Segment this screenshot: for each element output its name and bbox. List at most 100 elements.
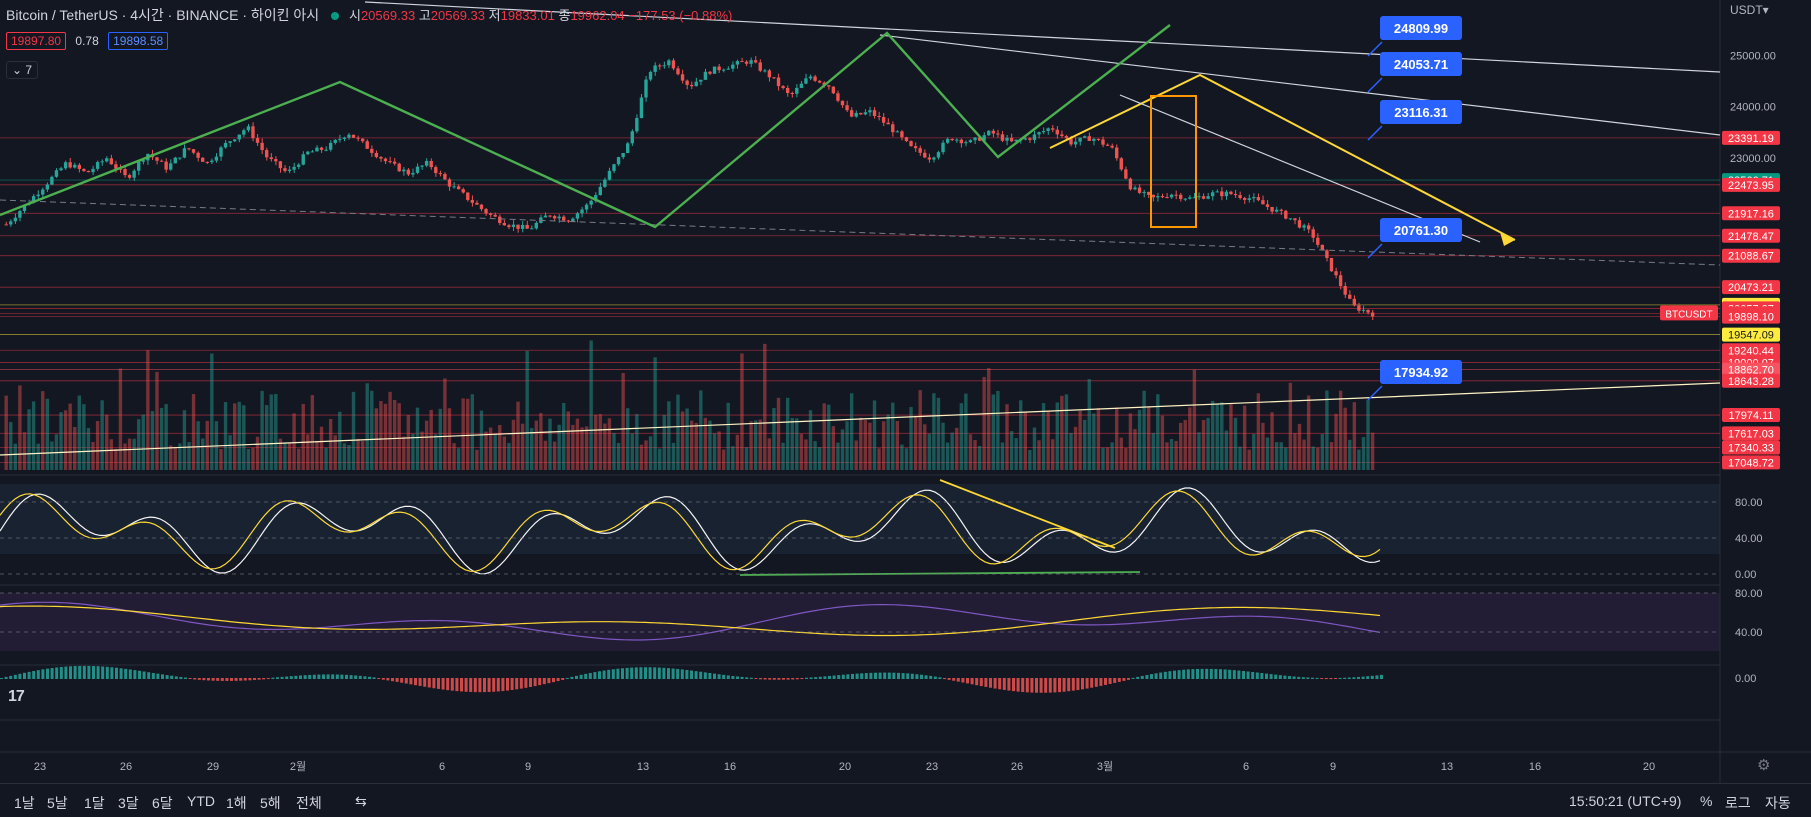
auto-toggle[interactable]: 자동 (1765, 795, 1791, 811)
trendline-upper[interactable] (364, 1, 1721, 73)
candle-body (1046, 128, 1050, 132)
candle-body (360, 138, 365, 142)
candle-body (488, 213, 493, 215)
volume-bar (552, 441, 557, 470)
candle-body (900, 131, 904, 138)
tf-3m[interactable]: 3달 (118, 795, 139, 811)
volume-bar (274, 393, 278, 470)
buy-button[interactable]: 19898.58 (108, 32, 169, 50)
macd-histogram-bar (805, 677, 808, 679)
volume-bar (1174, 440, 1178, 470)
volume-bar (379, 401, 383, 470)
candle-body (1023, 138, 1027, 140)
green-zigzag[interactable] (0, 24, 1171, 229)
rsi-band (0, 593, 1720, 651)
price-callouts[interactable]: 24809.99 24053.71 23116.31 20761.30 17934.92 (1367, 16, 1462, 401)
tf-1y[interactable]: 1해 (226, 795, 247, 811)
tf-1d[interactable]: 1날 (14, 795, 35, 811)
indicators-collapse-button[interactable]: ⌄ 7 (6, 61, 39, 79)
macd-histogram-bar (1177, 670, 1181, 679)
candle-body (831, 86, 836, 94)
tf-6m[interactable]: 6달 (152, 795, 173, 811)
time-tick-label: 16 (1529, 761, 1541, 773)
tf-all[interactable]: 전체 (296, 795, 322, 811)
bid-ask-row[interactable]: 19897.80 0.78 19898.58 (6, 32, 169, 50)
currency-unit-selector[interactable]: USDT▾ (1730, 3, 1769, 17)
volume-bar (13, 443, 18, 470)
yellow-projection[interactable] (1049, 73, 1516, 241)
orange-box[interactable] (1150, 95, 1197, 228)
volume-bar (420, 431, 424, 470)
dashed-support-line[interactable] (0, 199, 1721, 266)
volume-bar (68, 403, 72, 470)
macd-histogram-bar (1352, 677, 1356, 679)
sell-button[interactable]: 19897.80 (6, 32, 67, 50)
caret-down-icon: ▾ (1762, 3, 1769, 17)
log-toggle[interactable]: 로그 (1725, 795, 1751, 811)
candle-body (1183, 198, 1187, 200)
candle-body (758, 62, 762, 71)
candle-body (872, 110, 877, 116)
trendline-volume[interactable] (0, 382, 1721, 456)
candle-body (785, 88, 790, 94)
candle-body (1247, 198, 1251, 200)
price-level-label: 20473.21 (1728, 282, 1774, 294)
candle-body (1297, 220, 1302, 228)
time-tick-label: 20 (839, 761, 851, 773)
macd-histogram-bar (446, 678, 450, 691)
macd-histogram-bar (1071, 678, 1075, 691)
volume-bar (566, 411, 570, 470)
candle-body (1078, 137, 1082, 142)
volume-bar (594, 414, 598, 470)
macd-histogram-bar (634, 667, 638, 679)
price-level-label: 21088.67 (1728, 251, 1774, 263)
macd-histogram-bar (924, 675, 928, 679)
tf-5d[interactable]: 5날 (47, 795, 68, 811)
price-level-tag (1722, 309, 1780, 324)
tf-ytd[interactable]: YTD (187, 793, 215, 809)
date-range-icon[interactable]: ⇆ (355, 793, 367, 809)
callout-box (1380, 360, 1462, 384)
tf-5y[interactable]: 5해 (260, 795, 281, 811)
time-tick-label: 29 (207, 761, 219, 773)
candle-body (557, 216, 561, 219)
candle-body (584, 204, 589, 210)
macd-histogram-bar (331, 674, 335, 679)
gear-icon[interactable]: ⚙ (1757, 757, 1771, 774)
candle-body (18, 211, 22, 218)
percent-toggle[interactable]: % (1700, 793, 1713, 809)
volume-bar (137, 419, 141, 470)
price-axis[interactable]: 23391.1922566.7122473.9521917.1621478.47… (1660, 51, 1780, 470)
volume-bar (909, 407, 913, 470)
candle-body (77, 164, 81, 169)
volume-bar (607, 418, 612, 470)
callout-leader (1367, 125, 1383, 141)
macd-histogram-bar (41, 669, 45, 679)
candle-body (31, 196, 36, 203)
candle-body (278, 161, 283, 169)
macd-histogram-bar (763, 678, 767, 680)
clock[interactable]: 15:50:21 (UTC+9) (1569, 793, 1682, 809)
white-trend[interactable] (1119, 94, 1481, 243)
volume-bar (1293, 433, 1297, 470)
symbol-title[interactable]: Bitcoin / TetherUS · 4시간 · BINANCE · 하이킨… (6, 7, 320, 23)
macd-histogram-bar (32, 670, 36, 679)
macd-histogram-bar (409, 678, 413, 685)
volume-bar (310, 395, 315, 470)
volume-bar (1041, 403, 1046, 470)
candle-body (511, 224, 516, 228)
candle-body (191, 149, 196, 153)
volume-bar (219, 449, 223, 470)
stoch-divergence-arrow[interactable] (939, 479, 1116, 549)
tf-1m[interactable]: 1달 (84, 795, 105, 811)
symbol-header[interactable]: Bitcoin / TetherUS · 4시간 · BINANCE · 하이킨… (6, 5, 732, 25)
candle-body (621, 153, 625, 158)
candle-body (173, 157, 177, 164)
candle-body (644, 79, 648, 98)
volume-bar (598, 414, 602, 470)
drawings[interactable] (0, 1, 1721, 576)
candle-body (735, 61, 740, 65)
price-level-label: 17974.11 (1728, 410, 1773, 422)
trendline-upper-2[interactable] (879, 34, 1721, 136)
